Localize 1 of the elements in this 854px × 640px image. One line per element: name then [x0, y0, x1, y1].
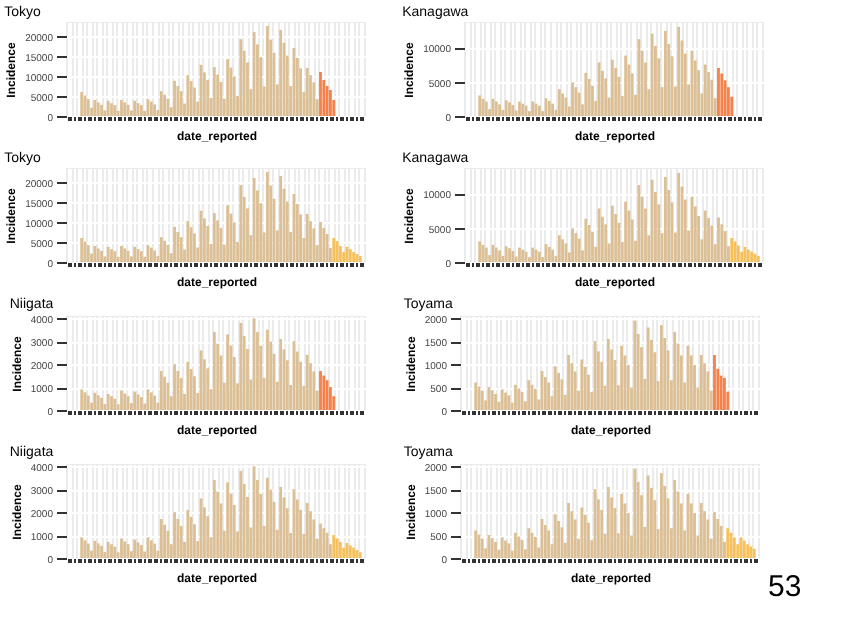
- text: 53: [768, 570, 802, 604]
